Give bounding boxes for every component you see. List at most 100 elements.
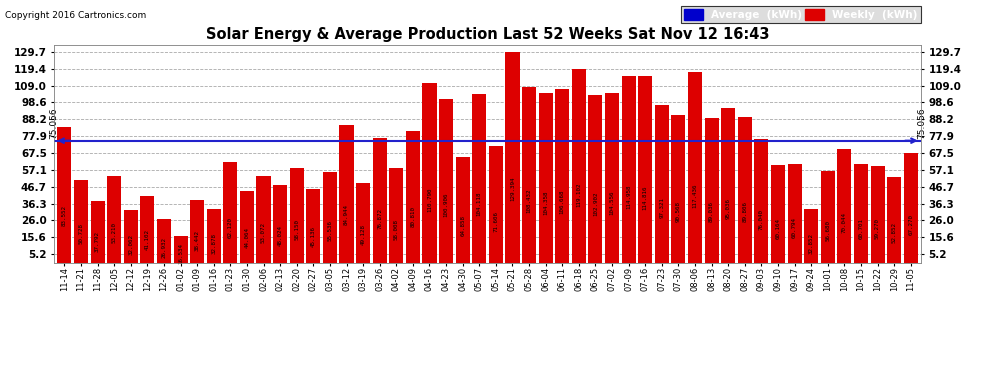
Bar: [838, 149, 851, 262]
Bar: [124, 210, 138, 262]
Bar: [522, 87, 537, 262]
Text: 41.102: 41.102: [145, 229, 149, 250]
Text: 110.790: 110.790: [427, 187, 432, 212]
Bar: [57, 127, 71, 262]
Text: 80.810: 80.810: [411, 206, 416, 227]
Title: Solar Energy & Average Production Last 52 Weeks Sat Nov 12 16:43: Solar Energy & Average Production Last 5…: [206, 27, 769, 42]
Text: 49.128: 49.128: [360, 224, 365, 245]
Bar: [721, 108, 736, 262]
Text: 104.358: 104.358: [544, 191, 548, 216]
Text: 16.534: 16.534: [178, 243, 183, 264]
Text: 58.008: 58.008: [394, 219, 399, 240]
Text: 67.270: 67.270: [908, 214, 913, 235]
Bar: [356, 183, 370, 262]
Bar: [887, 177, 901, 262]
Bar: [738, 117, 751, 262]
Text: 64.858: 64.858: [460, 215, 465, 236]
Text: 114.816: 114.816: [643, 185, 647, 210]
Text: 95.036: 95.036: [726, 198, 731, 219]
Bar: [141, 196, 154, 262]
Text: 89.806: 89.806: [742, 201, 747, 222]
Bar: [639, 76, 652, 262]
Text: 117.436: 117.436: [693, 183, 698, 208]
Text: 104.118: 104.118: [477, 191, 482, 216]
Bar: [671, 116, 685, 262]
Bar: [588, 96, 603, 262]
Bar: [472, 93, 486, 262]
Bar: [423, 82, 437, 262]
Text: 75.056: 75.056: [50, 107, 58, 139]
Text: 89.036: 89.036: [709, 201, 714, 222]
Bar: [854, 164, 868, 262]
Text: 37.792: 37.792: [95, 231, 100, 252]
Text: 114.958: 114.958: [626, 185, 632, 210]
Bar: [389, 168, 403, 262]
Text: 38.442: 38.442: [195, 230, 200, 251]
Text: 59.270: 59.270: [875, 218, 880, 239]
Text: 129.394: 129.394: [510, 177, 515, 201]
Text: 60.701: 60.701: [858, 217, 863, 238]
Bar: [74, 180, 88, 262]
Bar: [256, 176, 270, 262]
Text: 104.556: 104.556: [610, 191, 615, 215]
Bar: [804, 209, 818, 262]
Text: 45.136: 45.136: [311, 226, 316, 248]
Text: 32.062: 32.062: [129, 234, 134, 255]
Bar: [787, 164, 802, 262]
Bar: [90, 201, 105, 262]
Text: 102.902: 102.902: [593, 192, 598, 216]
Bar: [107, 176, 121, 262]
Text: 26.932: 26.932: [161, 237, 166, 258]
Text: 71.606: 71.606: [493, 211, 498, 232]
Bar: [372, 138, 387, 262]
Text: 119.102: 119.102: [576, 183, 581, 207]
Bar: [539, 93, 552, 262]
Text: 106.668: 106.668: [559, 190, 564, 214]
Text: 100.906: 100.906: [444, 193, 448, 217]
Text: 97.321: 97.321: [659, 197, 664, 218]
Bar: [870, 166, 885, 262]
Bar: [605, 93, 619, 262]
Bar: [904, 153, 918, 262]
Bar: [323, 172, 337, 262]
Text: 90.568: 90.568: [676, 201, 681, 222]
Bar: [207, 209, 221, 262]
Text: 70.044: 70.044: [842, 212, 846, 233]
Bar: [821, 171, 835, 262]
Text: 44.064: 44.064: [245, 227, 249, 248]
Text: 62.120: 62.120: [228, 217, 233, 238]
Bar: [754, 139, 768, 262]
Text: Copyright 2016 Cartronics.com: Copyright 2016 Cartronics.com: [5, 11, 147, 20]
Text: 32.878: 32.878: [211, 233, 216, 254]
Bar: [406, 131, 420, 262]
Text: 76.040: 76.040: [759, 209, 764, 230]
Bar: [572, 69, 586, 262]
Text: 76.872: 76.872: [377, 209, 382, 230]
Bar: [224, 162, 238, 262]
Text: 50.728: 50.728: [78, 223, 83, 244]
Text: 60.794: 60.794: [792, 217, 797, 238]
Bar: [273, 184, 287, 262]
Text: 53.210: 53.210: [112, 222, 117, 243]
Text: 83.552: 83.552: [62, 204, 67, 225]
Bar: [439, 99, 453, 262]
Text: 58.150: 58.150: [294, 219, 299, 240]
Bar: [190, 200, 204, 262]
Text: 55.536: 55.536: [328, 220, 333, 242]
Bar: [489, 146, 503, 262]
Bar: [173, 236, 188, 262]
Bar: [290, 168, 304, 262]
Text: 75.056: 75.056: [917, 107, 926, 139]
Legend: Average  (kWh), Weekly  (kWh): Average (kWh), Weekly (kWh): [681, 6, 921, 23]
Text: 52.852: 52.852: [892, 222, 897, 243]
Bar: [340, 124, 353, 262]
Bar: [555, 89, 569, 262]
Bar: [506, 53, 520, 262]
Text: 56.680: 56.680: [826, 220, 831, 241]
Text: 60.164: 60.164: [775, 218, 780, 239]
Bar: [688, 72, 702, 262]
Bar: [157, 219, 171, 262]
Text: 48.024: 48.024: [277, 225, 282, 246]
Bar: [306, 189, 321, 262]
Bar: [455, 157, 469, 262]
